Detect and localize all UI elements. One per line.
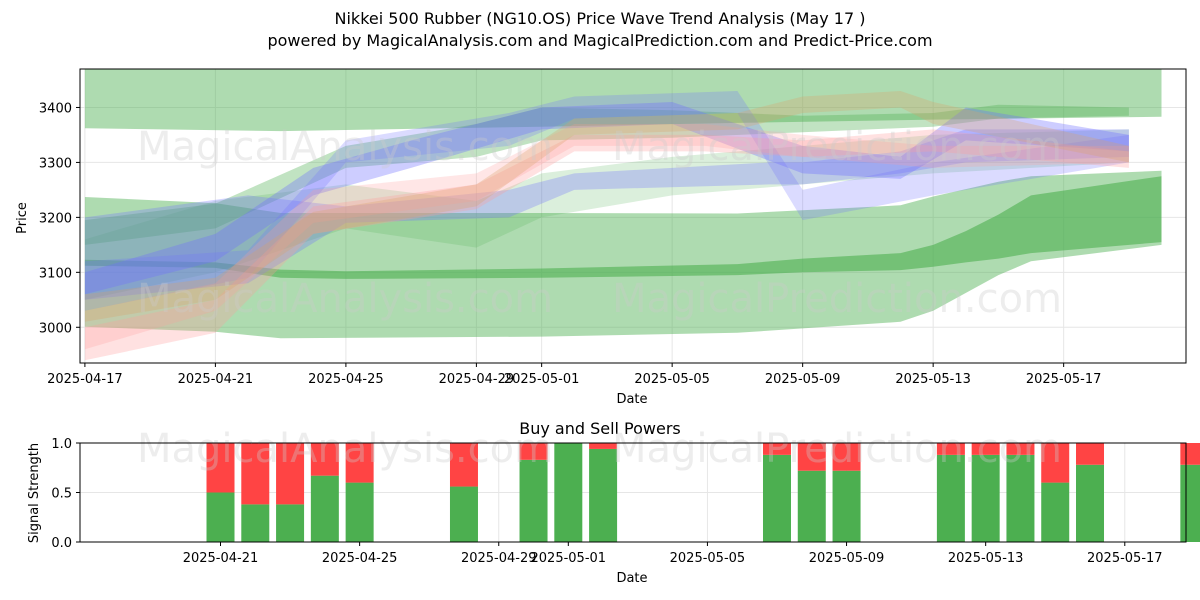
sell-bar xyxy=(1041,443,1070,483)
x-tick-label: 2025-05-13 xyxy=(948,551,1024,566)
sell-bar xyxy=(519,443,548,460)
x-tick-label: 2025-04-21 xyxy=(183,551,259,566)
y-axis-ticks: 3000 3100 3200 3300 3400 xyxy=(39,101,80,336)
signal-bars xyxy=(206,443,1200,542)
sell-bar xyxy=(936,443,965,455)
buy-bar xyxy=(310,475,339,542)
x-tick-label: 2025-05-01 xyxy=(504,372,580,387)
buy-bar xyxy=(1076,464,1105,542)
x-tick-label: 2025-05-05 xyxy=(670,551,746,566)
sell-bar xyxy=(797,443,826,471)
x-tick-label: 2025-05-09 xyxy=(809,551,885,566)
buy-bar xyxy=(206,492,235,542)
price-wave-chart: MagicalAnalysis.com MagicalPrediction.co… xyxy=(15,68,1187,407)
price-band-blue xyxy=(84,129,1129,300)
y-tick-label: 3100 xyxy=(39,266,72,281)
buy-bar xyxy=(589,448,618,542)
price-band-green xyxy=(84,104,1129,245)
sell-bar xyxy=(310,443,339,476)
price-bands xyxy=(84,69,1162,361)
price-band-green xyxy=(84,69,1162,132)
x-tick-label: 2025-05-17 xyxy=(1087,551,1163,566)
price-band-pink xyxy=(84,129,1129,361)
buy-bar xyxy=(762,454,791,542)
buy-bar xyxy=(936,454,965,542)
y-tick-label: 3400 xyxy=(39,101,72,116)
y-axis-label: Signal Strength xyxy=(27,443,42,543)
y-tick-label: 3200 xyxy=(39,211,72,226)
sell-bar xyxy=(1180,443,1200,465)
sell-bar xyxy=(589,443,618,449)
buy-bar xyxy=(832,470,861,542)
price-band-blue xyxy=(84,102,1129,295)
price-band-green xyxy=(84,129,1129,300)
x-tick-label: 2025-04-25 xyxy=(308,372,384,387)
price-band-green xyxy=(84,170,1162,339)
sell-bar xyxy=(1006,443,1035,455)
sell-bar xyxy=(762,443,791,455)
watermark-analysis: MagicalAnalysis.com xyxy=(137,124,553,170)
sell-bar xyxy=(971,443,1000,455)
plot-frame xyxy=(79,442,1187,543)
buy-bar xyxy=(797,470,826,542)
x-tick-label: 2025-04-29 xyxy=(439,372,515,387)
chart-subtitle: powered by MagicalAnalysis.com and Magic… xyxy=(267,31,933,50)
buy-bar xyxy=(449,486,478,542)
watermark-layer: MagicalAnalysis.com MagicalPrediction.co… xyxy=(137,124,1062,322)
buy-bar xyxy=(519,459,548,542)
grid-lines xyxy=(80,442,1186,543)
buy-bar xyxy=(1180,464,1200,542)
sell-bar xyxy=(206,443,235,493)
x-tick-label: 2025-05-17 xyxy=(1026,372,1102,387)
sell-bar xyxy=(832,443,861,471)
sell-bar xyxy=(449,443,478,487)
x-tick-label: 2025-04-17 xyxy=(47,372,123,387)
sell-bar xyxy=(276,443,305,505)
y-tick-label: 3300 xyxy=(39,156,72,171)
buy-bar xyxy=(1006,454,1035,542)
bottom-chart-title: Buy and Sell Powers xyxy=(519,419,681,438)
x-axis-ticks: 2025-04-21 2025-04-25 2025-04-292025-05-01… xyxy=(183,542,1163,566)
x-tick-label: 2025-05-01 xyxy=(531,551,607,566)
x-tick-label: 2025-05-09 xyxy=(765,372,841,387)
y-tick-label: 0.5 xyxy=(51,487,72,502)
y-axis-label: Price xyxy=(15,202,30,234)
buy-bar xyxy=(554,443,583,542)
price-band-orange xyxy=(84,91,1129,322)
sell-bar xyxy=(241,443,270,505)
price-band-pink xyxy=(84,124,1129,350)
x-axis-label: Date xyxy=(616,571,647,586)
chart-title: Nikkei 500 Rubber (NG10.OS) Price Wave T… xyxy=(334,9,866,28)
x-axis-label: Date xyxy=(616,392,647,407)
sell-bar xyxy=(1076,443,1105,465)
x-tick-label: 2025-04-21 xyxy=(178,372,254,387)
x-axis-ticks: 2025-04-17 2025-04-21 2025-04-25 2025-04-29… xyxy=(47,363,1101,387)
y-tick-label: 3000 xyxy=(39,321,72,336)
x-tick-label: 2025-04-25 xyxy=(322,551,398,566)
buy-bar xyxy=(971,454,1000,542)
buy-bar xyxy=(1041,482,1070,542)
buy-bar xyxy=(241,504,270,542)
watermark-prediction: MagicalPrediction.com xyxy=(612,276,1062,322)
watermark-analysis: MagicalAnalysis.com xyxy=(137,276,553,322)
x-tick-label: 2025-05-05 xyxy=(634,372,710,387)
sell-bar xyxy=(345,443,374,483)
y-tick-label: 0.0 xyxy=(51,536,72,551)
watermark-prediction: MagicalPrediction.com xyxy=(612,124,1062,170)
price-band-blue xyxy=(84,91,1129,311)
plot-frame xyxy=(79,68,1187,364)
y-axis-ticks: 0.0 0.5 1.0 xyxy=(51,437,80,551)
buy-bar xyxy=(276,504,305,542)
buy-bar xyxy=(345,482,374,542)
y-tick-label: 1.0 xyxy=(51,437,72,452)
x-tick-label: 2025-05-13 xyxy=(895,372,971,387)
x-tick-label: 2025-04-29 xyxy=(461,551,537,566)
